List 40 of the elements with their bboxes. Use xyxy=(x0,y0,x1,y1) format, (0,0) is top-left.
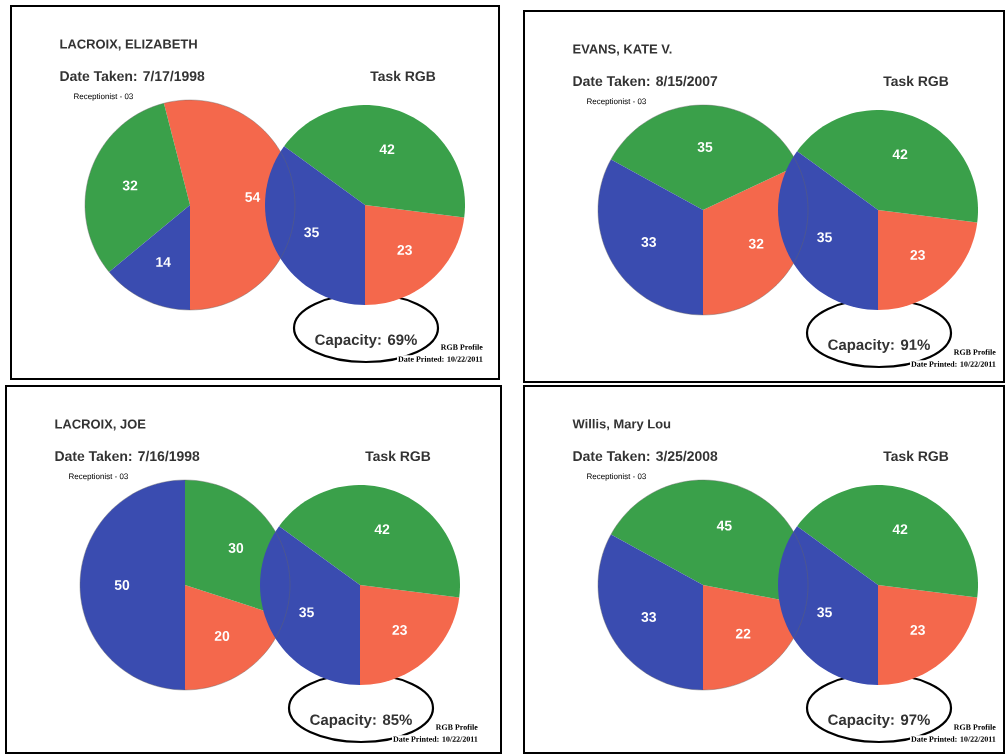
data-label: 35 xyxy=(817,232,832,243)
chart-title: Willis, Mary Lou xyxy=(572,418,671,432)
data-label: 42 xyxy=(379,144,395,155)
chart-title: Task RGB xyxy=(365,450,431,462)
chart-subtitle: Date Taken: 8/15/2007 xyxy=(573,75,718,87)
data-label: 35 xyxy=(304,227,319,238)
chart-subtitle: Date Taken: 3/25/2008 xyxy=(573,450,718,462)
chart-subtitle: Date Taken: 7/16/1998 xyxy=(55,450,200,462)
data-label: 54 xyxy=(245,192,261,202)
data-label: 23 xyxy=(910,625,925,635)
data-label: 35 xyxy=(299,607,314,618)
data-label: 32 xyxy=(748,238,764,249)
data-label: 42 xyxy=(374,524,390,535)
data-label: 30 xyxy=(228,543,244,553)
text: Capacity: 91% xyxy=(828,339,930,353)
data-label: 33 xyxy=(641,612,657,623)
data-label: 20 xyxy=(214,631,230,641)
text: Capacity: 69% xyxy=(315,334,417,348)
chart-title: LACROIX, JOE xyxy=(55,419,146,431)
chart-title: Task RGB xyxy=(883,450,949,462)
chart-subtitle: Date Taken: 7/17/1998 xyxy=(60,70,205,82)
text: Capacity: 85% xyxy=(310,714,412,728)
chart-title: Task RGB xyxy=(883,75,949,87)
data-label: 50 xyxy=(114,580,130,590)
data-label: 14 xyxy=(156,257,171,267)
chart-title: Task RGB xyxy=(370,70,436,82)
text: Capacity: 97% xyxy=(828,714,930,728)
data-label: 23 xyxy=(397,245,412,255)
data-label: 32 xyxy=(122,180,138,191)
data-label: 35 xyxy=(697,142,713,152)
chart-title: EVANS, KATE V. xyxy=(573,44,672,56)
data-label: 42 xyxy=(892,149,908,160)
data-label: 45 xyxy=(716,520,732,531)
data-label: 42 xyxy=(892,524,908,535)
data-label: 23 xyxy=(392,625,407,635)
data-label: 22 xyxy=(735,628,751,639)
chart-title: LACROIX, ELIZABETH xyxy=(60,39,197,51)
data-label: 33 xyxy=(641,237,657,248)
data-label: 35 xyxy=(817,607,832,618)
data-label: 23 xyxy=(910,250,925,260)
